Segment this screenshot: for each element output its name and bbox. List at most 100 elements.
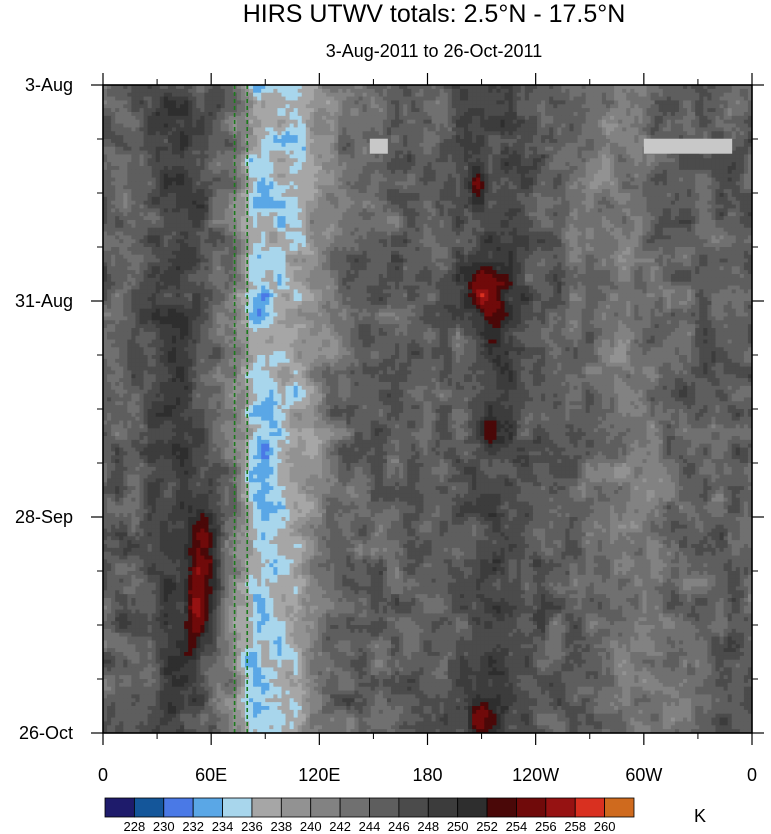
field-cell	[614, 116, 619, 120]
field-cell	[221, 100, 226, 104]
field-cell	[517, 108, 522, 112]
field-cell	[724, 116, 729, 120]
field-cell	[221, 89, 226, 93]
field-cell	[131, 120, 136, 124]
field-cell	[480, 120, 485, 124]
field-cell	[338, 108, 343, 112]
field-cell	[160, 116, 165, 120]
field-cell	[407, 104, 412, 108]
field-cell	[168, 89, 173, 93]
field-cell	[415, 93, 420, 97]
field-cell	[436, 116, 441, 120]
field-cell	[237, 108, 242, 112]
field-cell	[387, 120, 392, 124]
field-cell	[529, 93, 534, 97]
field-cell	[622, 112, 627, 116]
field-cell	[711, 108, 716, 112]
field-cell	[176, 97, 181, 101]
field-cell	[525, 112, 530, 116]
field-cell	[602, 112, 607, 116]
field-cell	[557, 93, 562, 97]
field-cell	[488, 112, 493, 116]
field-cell	[407, 97, 412, 101]
field-cell	[586, 108, 591, 112]
field-cell	[707, 116, 712, 120]
field-cell	[505, 116, 510, 120]
field-cell	[367, 97, 372, 101]
field-cell	[529, 112, 534, 116]
field-cell	[452, 89, 457, 93]
field-cell	[715, 104, 720, 108]
field-cell	[208, 116, 213, 120]
field-cell	[342, 93, 347, 97]
field-cell	[375, 120, 380, 124]
field-cell	[208, 108, 213, 112]
field-cell	[521, 112, 526, 116]
field-cell	[229, 124, 234, 128]
field-cell	[428, 100, 433, 104]
field-cell	[642, 108, 647, 112]
field-cell	[354, 112, 359, 116]
field-cell	[720, 89, 725, 93]
field-cell	[338, 112, 343, 116]
field-cell	[501, 120, 506, 124]
field-cell	[464, 89, 469, 93]
field-cell	[659, 89, 664, 93]
field-cell	[298, 89, 303, 93]
field-cell	[322, 112, 327, 116]
field-cell	[691, 93, 696, 97]
field-cell	[626, 89, 631, 93]
field-cell	[188, 89, 193, 93]
field-cell	[204, 93, 209, 97]
field-cell	[306, 116, 311, 120]
field-cell	[107, 116, 112, 120]
field-cell	[602, 116, 607, 120]
field-cell	[192, 100, 197, 104]
field-cell	[642, 104, 647, 108]
field-cell	[273, 100, 278, 104]
field-cell	[399, 104, 404, 108]
field-cell	[391, 93, 396, 97]
field-cell	[281, 104, 286, 108]
field-cell	[415, 104, 420, 108]
field-cell	[144, 116, 149, 120]
field-cell	[140, 124, 145, 128]
field-cell	[630, 120, 635, 124]
field-cell	[436, 93, 441, 97]
field-cell	[675, 112, 680, 116]
field-cell	[261, 124, 266, 128]
field-cell	[127, 120, 132, 124]
field-cell	[188, 100, 193, 104]
field-cell	[160, 104, 165, 108]
field-cell	[253, 89, 258, 93]
field-cell	[480, 89, 485, 93]
field-cell	[740, 89, 745, 93]
field-cell	[525, 93, 530, 97]
field-cell	[213, 97, 218, 101]
field-cell	[545, 89, 550, 93]
field-cell	[675, 120, 680, 124]
field-cell	[367, 116, 372, 120]
field-cell	[484, 104, 489, 108]
field-cell	[614, 112, 619, 116]
field-cell	[375, 93, 380, 97]
field-cell	[537, 100, 542, 104]
field-cell	[217, 97, 222, 101]
field-cell	[423, 112, 428, 116]
field-cell	[525, 104, 530, 108]
field-cell	[273, 97, 278, 101]
field-cell	[322, 89, 327, 93]
field-cell	[257, 89, 262, 93]
field-cell	[533, 104, 538, 108]
field-cell	[736, 97, 741, 101]
field-cell	[326, 89, 331, 93]
field-cell	[448, 89, 453, 93]
field-cell	[180, 93, 185, 97]
field-cell	[399, 97, 404, 101]
field-cell	[533, 116, 538, 120]
field-cell	[711, 97, 716, 101]
field-cell	[740, 97, 745, 101]
field-cell	[671, 89, 676, 93]
field-cell	[651, 100, 656, 104]
field-cell	[261, 120, 266, 124]
